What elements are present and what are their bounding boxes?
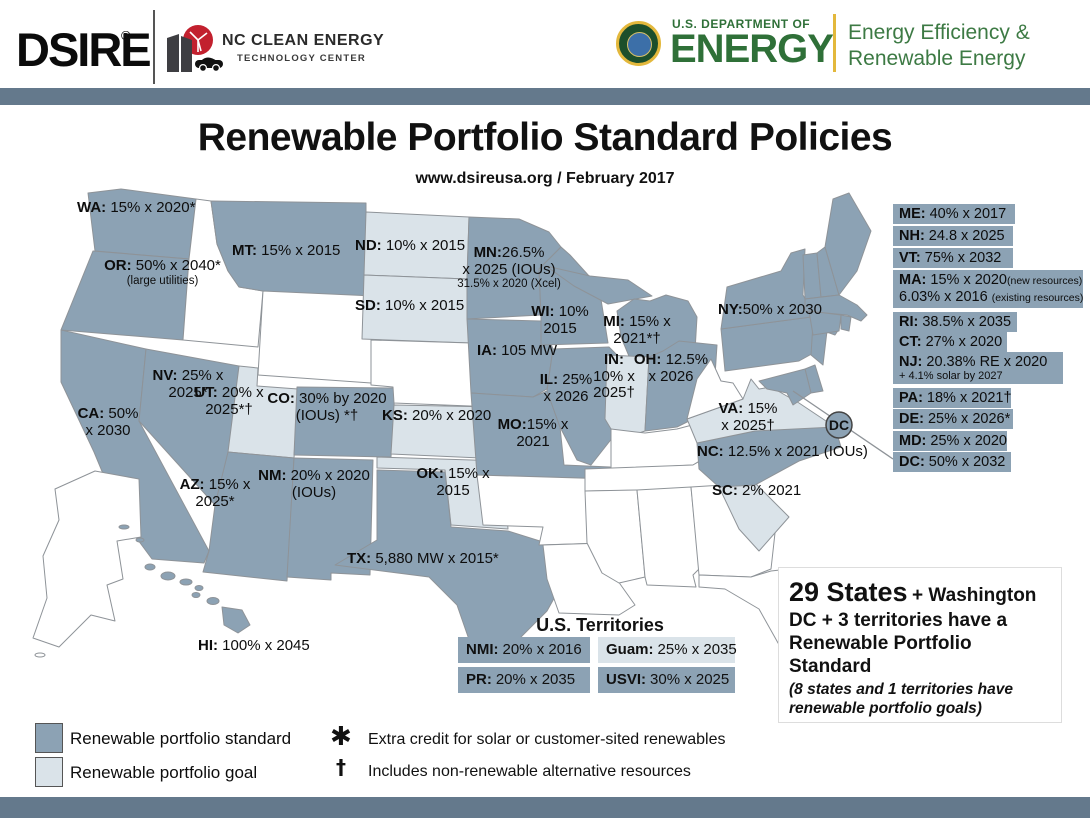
- state-ri: [840, 314, 852, 332]
- ncce-name: NC CLEAN ENERGY: [222, 32, 385, 49]
- rps-label-vt: VT: 75% x 2032: [893, 248, 1013, 268]
- dsire-logo: DSIRE: [16, 23, 152, 76]
- page-subtitle: www.dsireusa.org / February 2017: [415, 170, 675, 187]
- doe-divider: [833, 14, 836, 72]
- state-hi: [144, 563, 251, 634]
- ncce-subname: TECHNOLOGY CENTER: [237, 53, 366, 64]
- label-va: VA: 15% x 2025†: [718, 400, 778, 434]
- legend-goal-label: Renewable portfolio goal: [70, 763, 258, 782]
- asterisk-symbol: ✱: [330, 722, 352, 752]
- summary-box: 29 States + Washington DC + 3 territorie…: [778, 567, 1062, 723]
- ncce-logo-icon: [165, 22, 227, 76]
- label-nd: ND: 10% x 2015: [355, 237, 466, 254]
- legend-standard-label: Renewable portfolio standard: [70, 729, 292, 748]
- ak-island: [34, 652, 46, 658]
- label-ny: NY:50% x 2030: [718, 301, 822, 318]
- rps-label-de: DE: 25% x 2026*: [893, 409, 1013, 429]
- state-nm: [286, 457, 374, 581]
- registered-mark: ®: [121, 28, 131, 43]
- label-tx: TX: 5,880 MW x 2015*: [347, 550, 499, 567]
- label-oh: OH: 12.5% x 2026: [633, 351, 709, 385]
- state-md: [758, 368, 812, 406]
- rps-label-pa: PA: 18% x 2021†: [893, 388, 1012, 408]
- label-wi: WI: 10% 2015: [531, 303, 589, 337]
- state-wv: [686, 358, 744, 420]
- label-nm: NM: 20% x 2020 (IOUs): [258, 467, 370, 501]
- state-al: [636, 486, 700, 588]
- dagger-symbol: †: [336, 755, 346, 779]
- doe-seal-inner: [627, 32, 652, 57]
- rps-label-ma: MA: 15% x 2020(new resources) 6.03% x 201…: [893, 270, 1083, 308]
- rps-label-ct: CT: 27% x 2020: [893, 332, 1007, 352]
- eere-text: Energy Efficiency & Renewable Energy: [848, 21, 1030, 71]
- label-nv: NV: 25% x 2025*: [152, 367, 224, 401]
- label-ca: CA: 50% x 2030: [77, 405, 139, 439]
- rps-label-me: ME: 40% x 2017: [893, 204, 1015, 224]
- car-icon: [195, 57, 223, 72]
- state-il: [546, 346, 618, 466]
- label-il: IL: 25% x 2026: [539, 371, 593, 405]
- label-az: AZ: 15% x 2025*: [179, 476, 251, 510]
- label-ok: OK: 15% x 2015: [416, 465, 490, 499]
- ca-channel-island: [135, 537, 145, 543]
- doe-seal-icon: [616, 21, 661, 66]
- top-accent-bar: [0, 88, 1090, 105]
- label-nc: NC: 12.5% x 2021 (IOUs): [697, 443, 868, 460]
- header-divider: [153, 10, 155, 84]
- dagger-text: Includes non-renewable alternative resou…: [368, 763, 691, 780]
- legend-standard-swatch: [35, 723, 63, 753]
- rps-label-dc: DC: 50% x 2032: [893, 452, 1011, 472]
- rps-label-ri: RI: 38.5% x 2035: [893, 312, 1017, 332]
- label-or: OR: 50% x 2040* (large utilities): [104, 257, 221, 287]
- page-title: Renewable Portfolio Standard Policies: [197, 116, 893, 159]
- label-mt: MT: 15% x 2015: [232, 242, 341, 259]
- territory-usvi: USVI: 30% x 2025: [598, 667, 735, 693]
- ca-channel-island: [118, 524, 130, 530]
- rps-label-nj: NJ: 20.38% RE x 2020 + 4.1% solar by 2027: [893, 352, 1063, 384]
- label-ks: KS: 20% x 2020: [382, 407, 492, 424]
- territory-guam: Guam: 25% x 2035: [598, 637, 737, 663]
- asterisk-text: Extra credit for solar or customer-sited…: [368, 731, 726, 748]
- doe-energy-text: ENERGY: [670, 27, 834, 71]
- state-mi-upper: [545, 265, 653, 305]
- state-ak: [32, 470, 142, 648]
- label-sc: SC: 2% 2021: [712, 482, 802, 499]
- summary-count: 29 States: [789, 577, 908, 607]
- territory-pr: PR: 20% x 2035: [458, 667, 590, 693]
- label-in: IN: 10% x 2025†: [593, 351, 635, 401]
- summary-note: (8 states and 1 territories have renewab…: [789, 681, 1013, 718]
- label-mo: MO:15% x 2021: [497, 416, 569, 450]
- territories-title: U.S. Territories: [536, 615, 664, 635]
- bottom-accent-bar: [0, 797, 1090, 818]
- label-sd: SD: 10% x 2015: [355, 297, 465, 314]
- dc-circle: [825, 411, 853, 439]
- state-va: [686, 378, 836, 444]
- state-ct: [808, 310, 842, 336]
- label-ut: UT: 20% x 2025*†: [194, 384, 264, 418]
- label-mn: MN:26.5% x 2025 (IOUs) 31.5% x 2020 (Xcel): [457, 244, 561, 290]
- rps-label-nh: NH: 24.8 x 2025: [893, 226, 1013, 246]
- label-co: CO: 30% by 2020 (IOUs) *†: [267, 390, 387, 424]
- legend-goal-swatch: [35, 757, 63, 787]
- dc-circle-label: DC: [829, 417, 849, 433]
- building-icon: [167, 34, 192, 72]
- wind-turbine-icon: [189, 31, 208, 52]
- label-hi: HI: 100% x 2045: [198, 637, 310, 654]
- label-wa: WA: 15% x 2020*: [77, 199, 196, 216]
- label-ia: IA: 105 MW: [477, 342, 558, 359]
- label-mi: MI: 15% x 2021*†: [603, 313, 671, 347]
- doe-dept-text: U.S. DEPARTMENT OF: [672, 17, 811, 31]
- rps-label-md: MD: 25% x 2020: [893, 431, 1007, 451]
- territory-nmi: NMI: 20% x 2016: [458, 637, 590, 663]
